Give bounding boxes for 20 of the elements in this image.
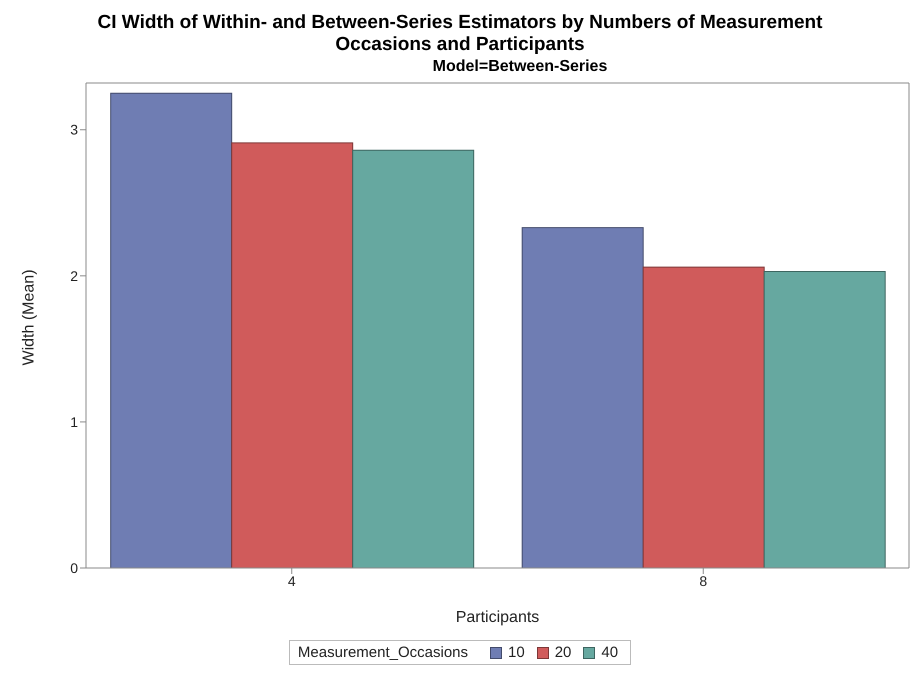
- bar: [522, 227, 644, 568]
- bar: [110, 92, 232, 568]
- bar: [764, 270, 886, 568]
- x-tick-label: 4: [288, 572, 296, 589]
- x-tick-label: 8: [699, 572, 708, 589]
- legend-label: 40: [600, 644, 618, 661]
- chart-title: CI Width of Within- and Between-Series Estimators by Numbers of Measurement Occasions and Participants: [96, 12, 824, 56]
- bar: [352, 150, 474, 568]
- y-tick-label: 3: [70, 122, 78, 138]
- bar: [642, 266, 765, 568]
- chart-subtitle: Model=Between-Series: [432, 58, 608, 76]
- y-tick-label: 1: [70, 414, 78, 430]
- y-tick-label: 2: [70, 268, 78, 284]
- legend-label: 10: [507, 644, 525, 661]
- y-tick-label: 0: [70, 560, 78, 576]
- bar: [231, 142, 354, 568]
- y-axis-title: Width (Mean): [20, 269, 38, 366]
- legend-label: 20: [554, 644, 572, 661]
- legend-title: Measurement_Occasions: [298, 644, 468, 661]
- x-axis-title: Participants: [456, 609, 540, 626]
